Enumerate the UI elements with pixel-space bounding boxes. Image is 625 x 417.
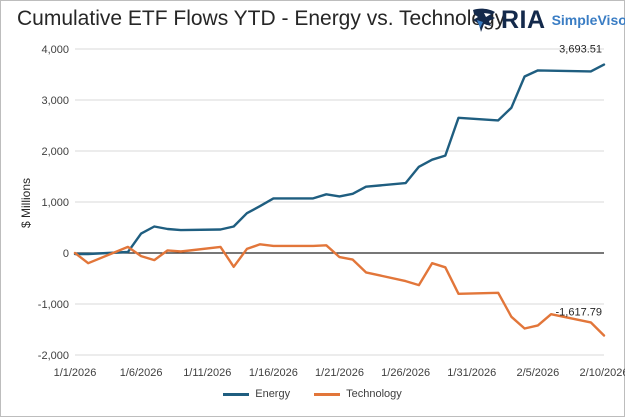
legend: Energy Technology xyxy=(0,388,625,400)
x-tick-label: 1/26/2026 xyxy=(381,367,430,379)
y-tick-label: 3,000 xyxy=(41,95,69,107)
legend-label-energy: Energy xyxy=(255,388,291,400)
legend-swatch-energy xyxy=(223,392,250,396)
x-tick-label: 1/1/2026 xyxy=(54,367,97,379)
legend-item-technology: Technology xyxy=(314,388,402,400)
brand-product: SimpleVisor xyxy=(551,12,625,28)
y-tick-label: 2,000 xyxy=(41,146,69,158)
x-tick-label: 2/10/2026 xyxy=(580,367,625,379)
x-tick-label: 1/11/2026 xyxy=(183,367,231,379)
chart-title: Cumulative ETF Flows YTD - Energy vs. Te… xyxy=(17,7,506,30)
y-tick-label: 0 xyxy=(63,248,69,260)
series-line-technology xyxy=(73,243,606,337)
data-label-technology-end: -1,617.79 xyxy=(556,307,602,319)
x-tick-label: 1/21/2026 xyxy=(315,367,364,379)
legend-item-energy: Energy xyxy=(223,388,290,400)
series-group xyxy=(73,63,606,337)
brand-name: RIA xyxy=(501,5,546,34)
eagle-icon xyxy=(473,8,495,33)
x-tick-label: 1/6/2026 xyxy=(120,367,163,379)
legend-label-technology: Technology xyxy=(346,388,402,400)
series-line-energy xyxy=(73,63,606,256)
brand-logo: RIA SimpleVisor xyxy=(471,5,625,35)
y-tick-label: 4,000 xyxy=(41,44,69,56)
x-tick-label: 2/5/2026 xyxy=(516,367,559,379)
data-label-energy-end: 3,693.51 xyxy=(559,44,602,56)
gridlines xyxy=(75,48,604,356)
y-axis-ticks: -2,000 -1,000 0 1,000 2,000 3,000 4,000 xyxy=(38,44,69,362)
legend-swatch-technology xyxy=(314,392,341,396)
x-tick-label: 1/31/2026 xyxy=(447,367,496,379)
y-tick-label: -1,000 xyxy=(38,299,69,311)
data-labels: 3,693.51 -1,617.79 xyxy=(556,44,602,319)
x-axis-ticks: 1/1/2026 1/6/2026 1/11/2026 1/16/2026 1/21/2… xyxy=(54,367,625,379)
y-axis-label: $ Millions xyxy=(19,178,33,228)
y-tick-label: 1,000 xyxy=(41,197,69,209)
y-tick-label: -2,000 xyxy=(38,350,69,362)
x-tick-label: 1/16/2026 xyxy=(249,367,298,379)
